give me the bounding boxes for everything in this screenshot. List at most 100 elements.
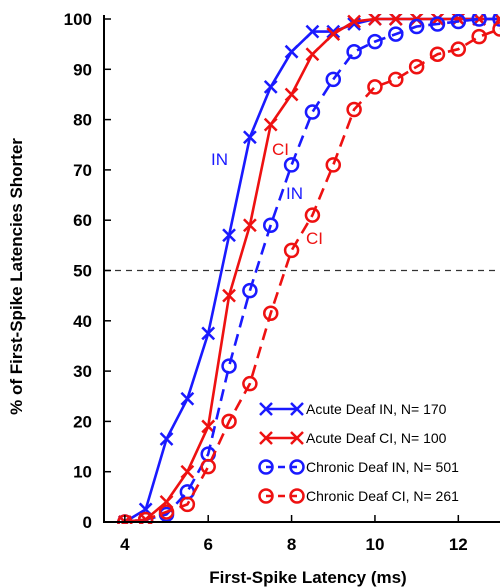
y-tick-label: 100 [64, 10, 92, 29]
x-marker-stroke [243, 218, 257, 233]
data-point [289, 459, 305, 475]
data-point [242, 375, 258, 392]
curve-annotation-3: IN [286, 184, 303, 203]
legend-item-4: Chronic Deaf CI, N= 261 [258, 488, 459, 504]
legend-label: Acute Deaf CI, N= 100 [306, 430, 447, 446]
x-marker-stroke [263, 117, 278, 132]
data-point [325, 157, 342, 173]
data-point [290, 431, 304, 445]
data-point [367, 79, 383, 95]
data-point [263, 80, 278, 94]
data-point [290, 402, 304, 416]
data-point [200, 458, 216, 475]
x-marker-stroke [347, 14, 361, 29]
data-point [305, 47, 320, 62]
data-point [201, 326, 216, 341]
data-point [492, 21, 500, 37]
x-marker-stroke [290, 402, 304, 416]
data-point [283, 157, 300, 173]
legend: Acute Deaf IN, N= 170 Acute Deaf CI, N= 1… [258, 401, 459, 504]
data-point [368, 14, 382, 26]
series-4 [117, 21, 500, 524]
data-point [367, 33, 383, 50]
data-point [388, 14, 403, 26]
legend-label: Chronic Deaf CI, N= 261 [306, 488, 459, 504]
x-marker-stroke [284, 87, 299, 102]
data-point [429, 16, 446, 32]
data-point [221, 358, 237, 374]
x-marker-stroke [305, 47, 320, 62]
y-axis-label: % of First-Spike Latencies Shorter [7, 138, 26, 415]
y-tick-label: 0 [83, 513, 92, 532]
data-point [259, 431, 273, 445]
data-point [222, 288, 236, 303]
data-point [388, 26, 404, 42]
annotation-layer: IN CI IN CI [211, 140, 323, 248]
x-marker-stroke [388, 14, 403, 26]
data-point [388, 71, 404, 88]
x-marker-stroke [305, 24, 320, 39]
data-point [180, 464, 195, 479]
data-point [347, 14, 361, 29]
x-marker-stroke [430, 14, 445, 26]
data-point [262, 305, 279, 322]
x-marker-stroke [222, 228, 236, 243]
curve-annotation-1: IN [211, 150, 228, 169]
x-marker-stroke [368, 14, 382, 26]
data-point [259, 402, 273, 416]
x-tick-label: 10 [365, 535, 384, 554]
x-marker-stroke [243, 130, 257, 145]
series-2 [117, 14, 500, 524]
legend-item-1: Acute Deaf IN, N= 170 [259, 401, 447, 417]
data-point [305, 24, 320, 39]
x-marker-stroke [284, 44, 299, 59]
data-point [242, 282, 258, 299]
data-point [429, 46, 446, 62]
y-tick-label: 20 [73, 412, 92, 431]
curve-annotation-2: CI [272, 140, 289, 159]
x-tick-label: 8 [287, 535, 296, 554]
series-layer [117, 14, 500, 524]
y-tick-label: 30 [73, 362, 92, 381]
data-point [450, 41, 467, 57]
legend-item-3: Chronic Deaf IN, N= 501 [258, 459, 459, 475]
data-point [179, 496, 196, 513]
x-marker-stroke [259, 402, 273, 416]
data-point [346, 43, 362, 60]
x-marker-stroke [201, 326, 216, 341]
data-point [471, 14, 487, 27]
x-marker-stroke [159, 432, 174, 446]
series-line [124, 27, 500, 524]
data-point [492, 14, 500, 27]
data-point [262, 217, 279, 233]
x-marker-stroke [201, 419, 216, 434]
data-point [222, 228, 236, 243]
data-point [179, 484, 196, 500]
data-point [243, 130, 257, 145]
data-point [158, 504, 175, 520]
data-point [289, 488, 305, 504]
x-marker-stroke [326, 27, 341, 41]
data-point [243, 218, 257, 233]
data-point [471, 28, 487, 45]
y-tick-label: 10 [73, 463, 92, 482]
series-line [124, 17, 500, 524]
legend-item-2: Acute Deaf CI, N= 100 [259, 430, 447, 446]
data-point [137, 511, 154, 524]
x-marker-stroke [180, 391, 195, 406]
data-point [258, 459, 274, 475]
x-marker-stroke [263, 80, 278, 94]
data-point [258, 488, 274, 504]
x-tick-label: 6 [203, 535, 212, 554]
data-point [159, 432, 174, 446]
data-point [221, 413, 237, 430]
x-marker-stroke [180, 464, 195, 479]
data-point [408, 59, 425, 75]
legend-label: Acute Deaf IN, N= 170 [306, 401, 447, 417]
y-tick-label: 80 [73, 111, 92, 130]
data-point [304, 207, 321, 223]
data-point [326, 27, 341, 41]
axes-layer: 0 10 20 30 40 50 60 70 80 90 100 4 6 8 10 12 First-Spike… [7, 10, 500, 587]
